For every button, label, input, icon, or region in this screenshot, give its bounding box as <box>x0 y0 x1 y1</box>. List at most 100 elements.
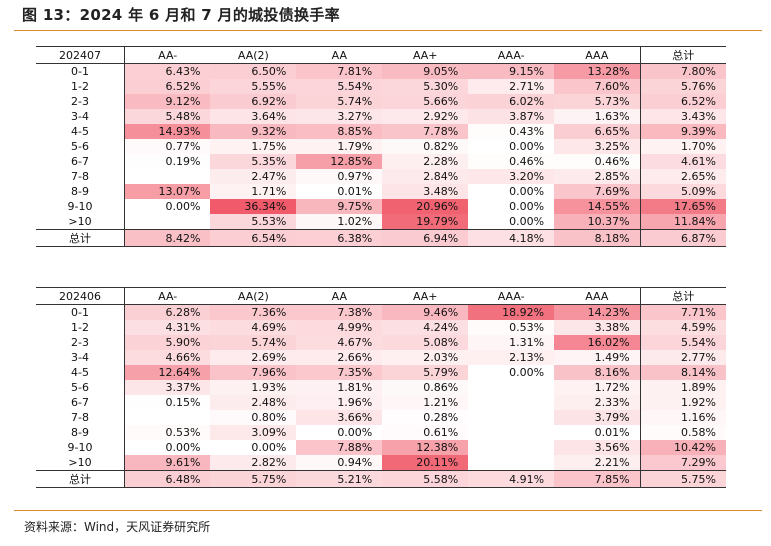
row-label: 6-7 <box>71 396 89 409</box>
table-cell: 20.96% <box>382 199 469 214</box>
turnover-table-202406: 202406 AA- AA(2) AA AA+ AAA- AAA 总计 0-1 6.28% 7.36… <box>36 287 726 488</box>
table-row: 6-7 0.19% 5.35% 12.85% 2.28% 0.46% 0.46% 4.61% <box>36 154 726 169</box>
table-cell: 3.79% <box>554 410 641 425</box>
column-header: AA+ <box>382 46 469 64</box>
table-cell: 7.36% <box>210 304 297 320</box>
table-row: 7-8 2.47% 0.97% 2.84% 3.20% 2.85% 2.65% <box>36 169 726 184</box>
table-cell: 9.46% <box>382 304 469 320</box>
table-cell <box>468 425 555 440</box>
period-label: 202407 <box>36 46 125 64</box>
column-header: AA(2) <box>210 287 297 305</box>
table-cell: 1.72% <box>554 380 641 395</box>
table-cell: 4.66% <box>124 350 211 365</box>
table-cell: 0.77% <box>124 139 211 154</box>
row-label: 4-5 <box>71 366 89 379</box>
table-cell: 5.74% <box>210 335 297 350</box>
table-cell: 9.05% <box>382 63 469 79</box>
table-cell: 9.39% <box>639 124 726 139</box>
table-cell: 5.09% <box>639 184 726 199</box>
table-cell: 2.13% <box>468 350 555 365</box>
table-cell: 3.56% <box>554 440 641 455</box>
table-cell: 0.53% <box>468 320 555 335</box>
table-row: 3-4 5.48% 3.64% 3.27% 2.92% 3.87% 1.63% 3.43% <box>36 109 726 124</box>
table-cell: 12.85% <box>296 154 383 169</box>
table-cell: 2.47% <box>210 169 297 184</box>
table-cell: 3.87% <box>468 109 555 124</box>
total-label: 总计 <box>36 229 125 247</box>
row-label: 1-2 <box>71 80 89 93</box>
column-header: AA+ <box>382 287 469 305</box>
total-cell: 4.91% <box>468 470 555 488</box>
table-cell: 0.46% <box>468 154 555 169</box>
table-cell: 2.03% <box>382 350 469 365</box>
table-cell: 9.75% <box>296 199 383 214</box>
table-cell: 11.84% <box>639 214 726 230</box>
table-cell: 1.49% <box>554 350 641 365</box>
row-label: 4-5 <box>71 125 89 138</box>
table-cell: 0.00% <box>468 199 555 214</box>
table-cell: 14.55% <box>554 199 641 214</box>
table-row: 6-7 0.15% 2.48% 1.96% 1.21% 2.33% 1.92% <box>36 395 726 410</box>
table-cell: 20.11% <box>382 455 469 471</box>
column-header: AA- <box>124 287 211 305</box>
total-cell: 8.18% <box>554 229 641 247</box>
row-label: 7-8 <box>71 411 89 424</box>
table-cell: 1.92% <box>639 395 726 410</box>
column-header: AA(2) <box>210 46 297 64</box>
row-label: >10 <box>68 215 92 228</box>
table-cell: 14.23% <box>554 304 641 320</box>
total-cell: 6.87% <box>639 229 726 247</box>
table-cell: 6.50% <box>210 63 297 79</box>
table-cell: 0.94% <box>296 455 383 471</box>
table-row: 1-2 4.31% 4.69% 4.99% 4.24% 0.53% 3.38% 4.59% <box>36 320 726 335</box>
table-cell: 0.46% <box>554 154 641 169</box>
table-cell: 6.92% <box>210 94 297 109</box>
table-cell: 5.55% <box>210 79 297 94</box>
table-row: 4-5 14.93% 9.32% 8.85% 7.78% 0.43% 6.65% 9.39% <box>36 124 726 139</box>
column-header: AA <box>296 46 383 64</box>
table-cell: 3.64% <box>210 109 297 124</box>
row-label: 1-2 <box>71 321 89 334</box>
row-label: >10 <box>68 456 92 469</box>
table-cell: 7.78% <box>382 124 469 139</box>
table-cell: 5.90% <box>124 335 211 350</box>
row-label: 3-4 <box>71 351 89 364</box>
turnover-table-202407: 202407 AA- AA(2) AA AA+ AAA- AAA 总计 0-1 6.43% 6.50… <box>36 46 726 247</box>
table-cell: 9.12% <box>124 94 211 109</box>
table-cell: 5.35% <box>210 154 297 169</box>
table-cell: 0.00% <box>468 365 555 380</box>
table-cell: 1.71% <box>210 184 297 199</box>
total-cell: 6.94% <box>382 229 469 247</box>
table-cell: 14.93% <box>124 124 211 139</box>
total-cell: 5.75% <box>210 470 297 488</box>
table-cell: 5.76% <box>639 79 726 94</box>
table-cell: 18.92% <box>468 304 555 320</box>
table-row: 4-5 12.64% 7.96% 7.35% 5.79% 0.00% 8.16% 8.14% <box>36 365 726 380</box>
table-cell: 6.52% <box>124 79 211 94</box>
table-cell: 4.31% <box>124 320 211 335</box>
table-cell: 0.00% <box>468 139 555 154</box>
table-cell: 4.67% <box>296 335 383 350</box>
table-row: 3-4 4.66% 2.69% 2.66% 2.03% 2.13% 1.49% 2.77% <box>36 350 726 365</box>
table-cell: 8.16% <box>554 365 641 380</box>
table-cell: 0.01% <box>296 184 383 199</box>
table-cell: 1.79% <box>296 139 383 154</box>
footer-rule <box>14 510 762 511</box>
table-cell: 6.43% <box>124 63 211 79</box>
column-header: AAA- <box>468 46 555 64</box>
total-cell: 5.58% <box>382 470 469 488</box>
table-cell: 12.64% <box>124 365 211 380</box>
row-label: 0-1 <box>71 65 89 78</box>
table-cell: 2.65% <box>639 169 726 184</box>
table-cell <box>468 395 555 410</box>
period-label: 202406 <box>36 287 125 305</box>
table-cell: 7.38% <box>296 304 383 320</box>
table-cell: 7.69% <box>554 184 641 199</box>
row-label: 5-6 <box>71 381 89 394</box>
table-cell: 2.48% <box>210 395 297 410</box>
table-cell: 5.79% <box>382 365 469 380</box>
table-cell: 1.96% <box>296 395 383 410</box>
row-label: 2-3 <box>71 336 89 349</box>
table-cell: 0.80% <box>210 410 297 425</box>
column-header: AAA- <box>468 287 555 305</box>
